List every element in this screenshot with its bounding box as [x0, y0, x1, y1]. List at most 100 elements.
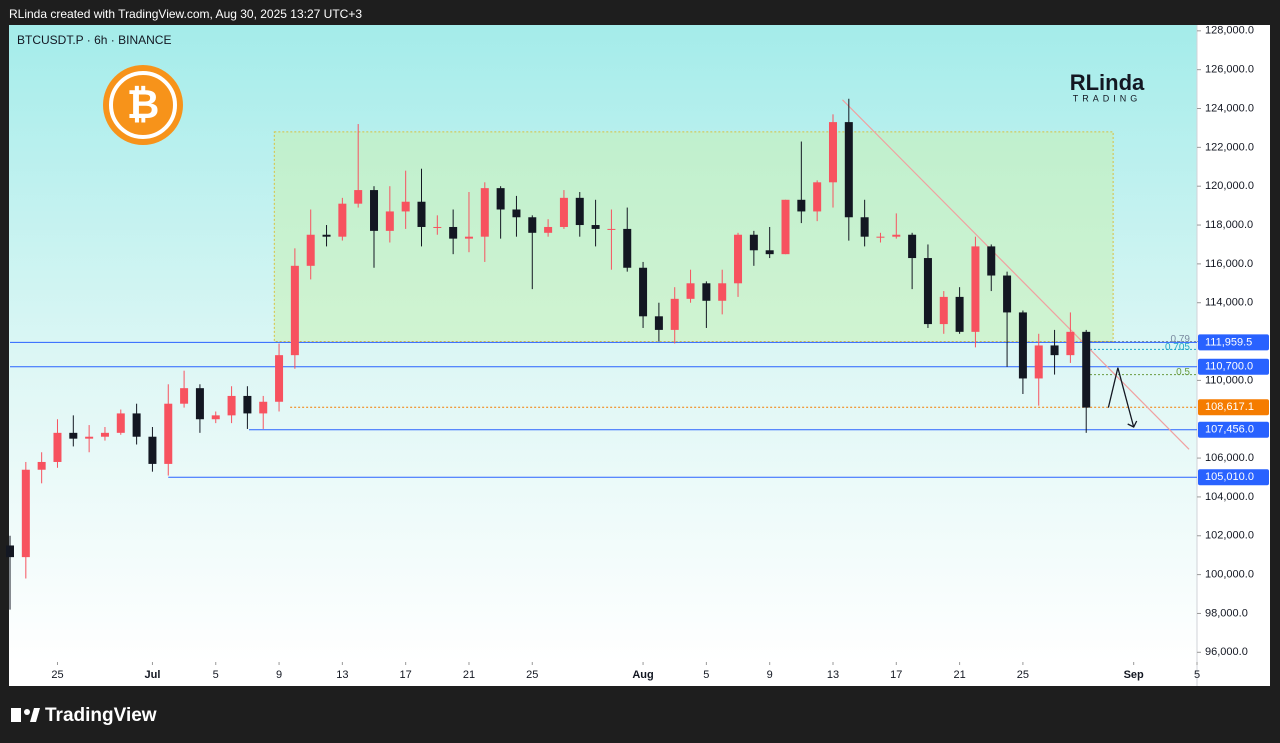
x-tick-label: 9	[276, 669, 282, 681]
candle-body	[686, 283, 695, 299]
candle-body	[37, 461, 46, 470]
price-label-bg	[1198, 399, 1269, 416]
candle-body	[654, 316, 663, 330]
candle-body	[290, 265, 299, 356]
candle-body	[464, 236, 473, 239]
candle-body	[512, 209, 521, 218]
candle-body	[781, 199, 790, 255]
y-tick-label: 104,000.0	[1205, 491, 1254, 503]
candle-body	[164, 403, 173, 464]
candle-body	[180, 388, 189, 404]
y-tick-label: 120,000.0	[1205, 180, 1254, 192]
candle-body	[132, 413, 141, 437]
y-tick-label: 96,000.0	[1205, 646, 1248, 658]
x-tick-label: 21	[953, 669, 965, 681]
candle-body	[702, 283, 711, 301]
symbol: BTCUSDT.P · 6h · BINANCE	[17, 33, 171, 47]
candle-body	[21, 469, 30, 558]
x-tick-label: 21	[463, 669, 475, 681]
footer-logo	[11, 708, 40, 722]
x-tick-label: Aug	[632, 669, 653, 681]
candle-body	[765, 250, 774, 255]
projection-arrowhead	[1127, 420, 1138, 428]
y-tick-label: 98,000.0	[1205, 607, 1248, 619]
candle-body	[100, 432, 109, 437]
fib-label: 0.705	[1165, 342, 1190, 353]
y-tick-label: 100,000.0	[1205, 569, 1254, 581]
candle-body	[227, 395, 236, 416]
candle-body	[401, 201, 410, 212]
x-tick-label: Jul	[144, 669, 160, 681]
candle-body	[559, 197, 568, 227]
logo-circle	[103, 65, 183, 145]
candle-body	[195, 388, 204, 420]
x-tick-label: 5	[213, 669, 219, 681]
candle-body	[417, 201, 426, 227]
candle-body	[53, 432, 62, 462]
x-tick-label: 25	[526, 669, 538, 681]
x-tick-label: 9	[767, 669, 773, 681]
x-tick-label: 5	[703, 669, 709, 681]
candle-body	[69, 432, 78, 439]
candle-body	[813, 182, 822, 212]
x-tick-label: 17	[400, 669, 412, 681]
candle-body	[734, 234, 743, 284]
candle-body	[544, 226, 553, 233]
candle-body	[1066, 331, 1075, 356]
price-label: 108,617.1	[1205, 401, 1254, 413]
candle-body	[243, 395, 252, 414]
x-tick-label: 13	[827, 669, 839, 681]
candle-body	[908, 234, 917, 259]
candle-body	[797, 199, 806, 212]
projection	[1107, 367, 1135, 428]
x-tick-label: 25	[1017, 669, 1029, 681]
y-tick-label: 116,000.0	[1205, 258, 1253, 270]
plot: 128,000.0 126,000.0 124,000.0 122,000.0 120,…	[6, 25, 1269, 681]
candle-body	[623, 228, 632, 268]
x-tick-label: 13	[336, 669, 348, 681]
price-label: 107,456.0	[1205, 424, 1254, 436]
x-tick-label: Sep	[1124, 669, 1144, 681]
time-axis	[9, 662, 1270, 686]
candle-body	[971, 246, 980, 332]
candle-body	[749, 234, 758, 251]
price-label: 111,959.5	[1205, 336, 1252, 348]
price-label: 110,700.0	[1205, 361, 1253, 373]
candle-body	[449, 226, 458, 239]
candle-body	[939, 296, 948, 325]
candle-body	[575, 197, 584, 226]
candle-body	[433, 226, 442, 228]
fib-label: 0.79	[1171, 334, 1191, 345]
candle-body	[275, 355, 284, 402]
y-tick-label: 110,000.0	[1205, 374, 1253, 386]
candle-body	[322, 234, 331, 237]
candle-body	[354, 190, 363, 204]
candle-body	[923, 258, 932, 325]
candle-body	[1034, 345, 1043, 379]
y-tick-label: 122,000.0	[1205, 141, 1254, 153]
brand-tagline: TRADING	[1073, 93, 1142, 103]
fib-label: 0.5	[1176, 367, 1190, 378]
price-label-bg	[1198, 334, 1269, 351]
candle-body	[116, 413, 125, 433]
candle-body	[370, 190, 379, 231]
y-tick-label: 102,000.0	[1205, 530, 1254, 542]
candle-body	[1003, 275, 1012, 313]
header: RLinda created with TradingView.com, Aug…	[9, 7, 362, 21]
price-label-bg	[1198, 358, 1269, 375]
candle-body	[85, 436, 94, 439]
candle-body	[211, 415, 220, 420]
bitcoin-logo: ₿	[103, 65, 183, 145]
y-tick-label: 126,000.0	[1205, 64, 1254, 76]
y-tick-label: 124,000.0	[1205, 102, 1254, 114]
logo-part	[11, 708, 21, 722]
footer-brand: TradingView	[45, 705, 157, 726]
logo-part	[30, 708, 40, 722]
candle-body	[1018, 312, 1027, 379]
logo-part	[24, 709, 30, 715]
range-box	[273, 131, 1114, 343]
candle-body	[892, 234, 901, 237]
candle-body	[670, 298, 679, 330]
